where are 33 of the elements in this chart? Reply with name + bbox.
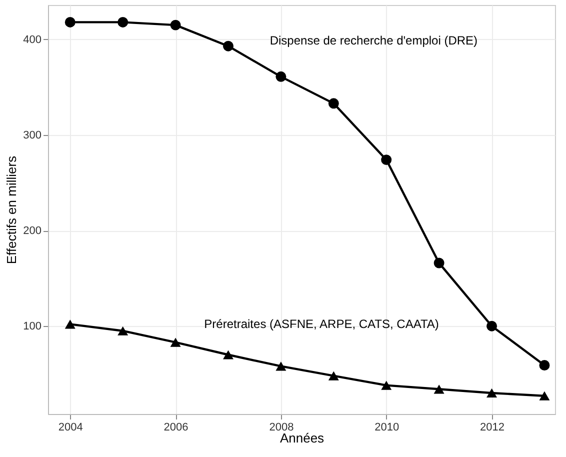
point (328, 371, 339, 380)
x-tick-label: 2010 (374, 422, 400, 434)
y-tick-label: 400 (23, 34, 42, 46)
point (381, 154, 392, 166)
point (64, 16, 76, 28)
point (118, 326, 128, 336)
y-axis-title: Effectifs en milliers (4, 155, 20, 264)
y-tick-label: 300 (23, 129, 42, 142)
point (328, 98, 339, 109)
point (539, 360, 550, 370)
point (434, 384, 444, 394)
point (223, 350, 234, 360)
y-tick-label: 200 (23, 225, 42, 238)
y-tick-label: 100 (23, 320, 42, 333)
x-tick-label: 2006 (164, 422, 188, 434)
point (170, 20, 181, 30)
point (170, 338, 181, 347)
x-axis-title: Années (280, 430, 325, 446)
x-tick-label: 2008 (269, 422, 294, 434)
point (276, 71, 286, 82)
x-tick-label: 2004 (58, 422, 83, 434)
series-label: Préretraites (ASFNE, ARPE, CATS, CAATA) (204, 317, 439, 332)
point (118, 16, 128, 28)
point (223, 40, 234, 52)
point (486, 388, 497, 398)
x-tick-label: 2012 (480, 422, 504, 434)
point (539, 391, 550, 400)
point (381, 380, 392, 390)
series-label: Dispense de recherche d'emploi (DRE) (270, 34, 478, 48)
point (276, 362, 286, 371)
point (434, 258, 444, 268)
point (486, 320, 497, 332)
point (64, 320, 76, 329)
